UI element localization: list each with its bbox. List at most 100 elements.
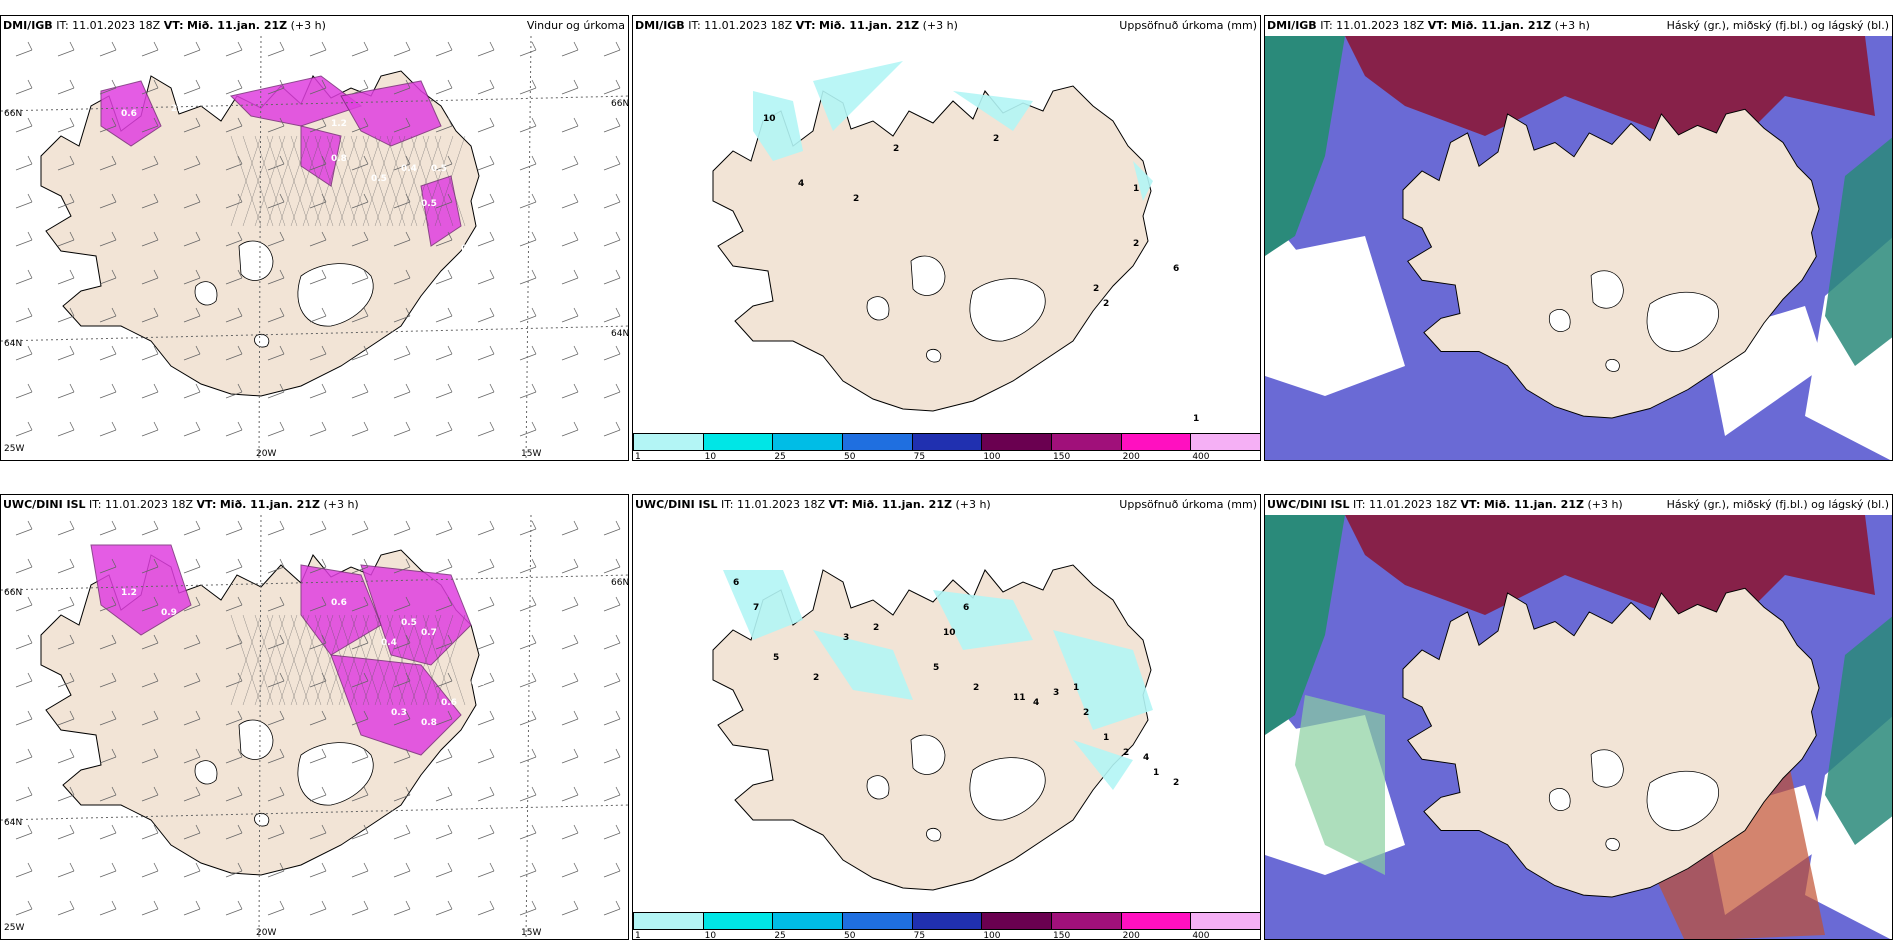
precip-value: 0.5	[421, 199, 437, 209]
glacier	[1646, 770, 1719, 831]
iceland-landmass	[1402, 587, 1820, 898]
precip-value: 5	[933, 663, 939, 673]
vt-label: VT:	[828, 498, 849, 511]
map-cloud	[1265, 515, 1892, 939]
panel-header: DMI/IGB IT: 11.01.2023 18Z VT: Mið. 11.j…	[1265, 16, 1892, 36]
precip-value: 0.8	[331, 154, 347, 164]
vt-label: VT:	[196, 498, 217, 511]
lead-time: (+3 h)	[1587, 498, 1623, 511]
panel-uwc-accum: UWC/DINI ISL IT: 11.01.2023 18Z VT: Mið.…	[632, 494, 1261, 940]
precip-value: 2	[1093, 284, 1099, 294]
vt-label: VT:	[1427, 19, 1448, 32]
vt-label: VT:	[1460, 498, 1481, 511]
colorbar-swatch	[702, 912, 774, 930]
longitude-line	[258, 36, 262, 460]
wind-barbs	[15, 520, 621, 916]
clear-area-west	[1265, 236, 1405, 396]
colorbar-tick: 100	[983, 931, 1001, 940]
glacier	[254, 812, 270, 827]
iceland-landmass	[1402, 108, 1820, 419]
precip-value: 6	[1173, 264, 1179, 274]
colorbar-tick: 1	[635, 452, 641, 461]
glacier	[969, 278, 1046, 342]
precip-accum-area	[723, 570, 803, 640]
vt-value: Mið. 11.jan. 21Z	[219, 498, 320, 511]
colorbar-tick: 25	[774, 931, 786, 940]
precip-value: 3	[843, 633, 849, 643]
precip-value: 0.9	[161, 608, 177, 618]
axis-label: 64N	[611, 329, 629, 339]
it-value: 11.01.2023 18Z	[1369, 498, 1458, 511]
panel-uwc-wind: UWC/DINI ISL IT: 11.01.2023 18Z VT: Mið.…	[0, 494, 629, 940]
axis-label: 66N	[611, 578, 629, 588]
glacier	[926, 348, 942, 363]
vt-value: Mið. 11.jan. 21Z	[1451, 19, 1552, 32]
precip-value: 0.5	[431, 164, 447, 174]
colorbar-tick: 400	[1192, 452, 1210, 461]
glacier	[1590, 270, 1624, 309]
precip-accum-area	[813, 630, 913, 700]
low-cloud-area	[1265, 36, 1345, 256]
glacier	[969, 757, 1046, 821]
precip-value: 0.2	[41, 553, 57, 563]
it-value: 11.01.2023 18Z	[704, 19, 793, 32]
precip-value: 1.5	[541, 603, 557, 613]
glacier	[194, 760, 218, 785]
glacier	[297, 263, 374, 327]
colorbar-swatch	[1120, 433, 1192, 451]
precip-value: 0.4	[401, 164, 417, 174]
colorbar-swatch	[842, 912, 913, 930]
low-cloud-area-southwest	[1295, 695, 1385, 875]
colorbar-tick: 150	[1053, 931, 1071, 940]
colorbar-swatch	[1190, 912, 1260, 930]
precip-value: 1.2	[121, 588, 137, 598]
axis-label: 15W	[521, 449, 541, 459]
it-value: 11.01.2023 18Z	[105, 498, 194, 511]
vt-label: VT:	[795, 19, 816, 32]
it-label: IT:	[1320, 19, 1333, 32]
precip-area	[100, 80, 162, 147]
colorbar-swatch	[1051, 433, 1122, 451]
axis-label: 64N	[4, 339, 22, 349]
precip-value: 0.8	[481, 259, 497, 269]
precip-value: 6	[963, 603, 969, 613]
glacier	[1548, 309, 1571, 332]
longitude-line	[525, 36, 532, 460]
precip-accum-area	[1053, 630, 1153, 730]
precip-value: 1	[1153, 768, 1159, 778]
low-cloud-area-east	[1825, 137, 1892, 366]
colorbar-swatch	[772, 912, 843, 930]
colorbar-swatch	[633, 433, 704, 451]
precip-value: 10	[763, 114, 776, 124]
precip-value: 0.6	[331, 598, 347, 608]
glacier	[910, 734, 946, 775]
precip-value: 2	[893, 144, 899, 154]
panel-header: UWC/DINI ISL IT: 11.01.2023 18Z VT: Mið.…	[1, 495, 628, 515]
colorbar-tick: 400	[1192, 931, 1210, 940]
precip-accum-area	[813, 61, 903, 131]
precip-value: 2	[873, 623, 879, 633]
precip-value: 0.7	[421, 628, 437, 638]
precip-value: 0.8	[501, 269, 517, 279]
precip-value: 11	[1013, 693, 1026, 703]
precip-area	[300, 125, 342, 187]
colorbar-tick: 50	[844, 452, 856, 461]
low-cloud-area-east	[1825, 616, 1892, 845]
colorbar-tick: 75	[913, 931, 926, 940]
glacier	[1605, 838, 1620, 851]
wind-barbs	[15, 41, 621, 437]
axis-label: 20W	[256, 449, 276, 459]
colorbar-tick: 150	[1053, 452, 1071, 461]
colorbar-tick: 100	[983, 452, 1001, 461]
precip-value: 4	[798, 179, 804, 189]
colorbar-swatch	[981, 912, 1052, 930]
precip-area	[230, 75, 363, 127]
colorbar-swatch	[1051, 912, 1122, 930]
it-value: 11.01.2023 18Z	[737, 498, 826, 511]
precip-value: 0.6	[461, 244, 477, 254]
precip-value: 2	[81, 578, 87, 588]
precip-value: 2	[1133, 239, 1139, 249]
panel-uwc-cloud: UWC/DINI ISL IT: 11.01.2023 18Z VT: Mið.…	[1264, 494, 1893, 940]
axis-label: 25W	[4, 444, 24, 454]
